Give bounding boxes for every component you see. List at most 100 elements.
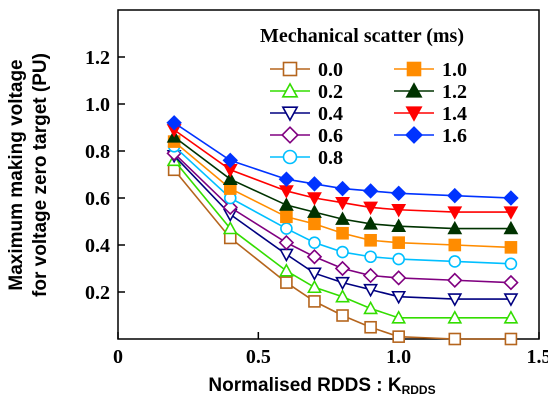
x-tick-label: 0 [113,346,123,368]
x-tick-label: 1.5 [527,346,548,368]
data-point [391,204,407,218]
data-point [503,310,519,324]
x-axis-title-subscript: RDDS [402,383,436,397]
data-point [334,180,351,197]
data-point [503,293,519,307]
data-point [308,295,321,308]
data-point [335,196,350,211]
legend-label: 1.2 [442,81,467,103]
data-point [307,267,322,281]
series-0.0 [167,163,518,346]
legend-marker [405,126,423,144]
x-axis-title-main: Normalised RDDS : K [208,375,401,396]
data-point [503,206,519,220]
x-axis-title: Normalised RDDS : KRDDS [208,375,435,397]
data-point [503,190,519,206]
data-point [307,279,322,294]
data-point [363,201,379,216]
legend-marker [281,106,299,122]
data-point [392,330,405,343]
y-tick-label: 0.4 [85,235,110,257]
data-point [447,220,463,235]
data-point [362,267,379,284]
data-point [222,171,238,185]
y-tick-label: 1.2 [85,47,110,69]
legend-marker [405,82,423,98]
legend-entry-1.6: 1.6 [394,125,467,147]
data-point [447,310,463,324]
legend-label: 1.6 [442,125,467,147]
data-point [504,332,518,346]
legend-entry-0.6: 0.6 [270,125,343,147]
data-point [447,187,463,204]
data-point [336,309,349,322]
data-point [362,183,379,199]
y-tick-label: 0.2 [85,282,110,304]
data-point [166,115,182,131]
data-point [363,216,379,230]
legend-label: 0.0 [318,59,343,81]
data-point [447,293,463,307]
data-point [448,238,462,252]
data-point [363,283,379,298]
y-axis-title-line1: Maximum making voltage [6,59,27,290]
data-point [364,320,377,334]
data-point [222,199,238,216]
data-point [364,234,377,247]
legend-entry-0.4: 0.4 [270,103,343,125]
y-tick-label: 1.0 [85,94,110,116]
data-point [448,332,462,346]
legend-title: Mechanical scatter (ms) [260,25,464,47]
legend: Mechanical scatter (ms) 0.00.20.40.60.8 1… [260,25,467,169]
data-point [392,252,405,266]
legend-marker [405,106,423,122]
data-point [391,218,407,232]
legend-marker [282,61,298,77]
data-point [278,248,294,263]
data-point [335,276,350,291]
y-tick-label: 0.6 [85,188,110,210]
data-point [334,260,351,277]
legend-entry-0.2: 0.2 [270,81,343,103]
data-point [364,250,377,264]
legend-label: 0.6 [318,125,343,147]
x-tick-label: 1.0 [386,346,411,368]
legend-label: 1.0 [442,59,467,81]
data-point [336,226,349,240]
x-tick-label: 0.5 [246,346,271,368]
legend-entry-1.2: 1.2 [394,81,467,103]
data-point [390,270,407,286]
data-point [278,234,295,251]
legend-marker [282,149,298,165]
series-1.0 [167,135,518,254]
legend-label: 1.4 [442,103,467,125]
data-point [503,220,519,235]
data-point [307,204,322,218]
data-point [280,222,293,235]
data-point [363,300,379,315]
data-point [280,276,293,289]
data-point [308,236,321,249]
legend-label: 0.2 [318,81,343,103]
legend-entry-1.0: 1.0 [394,59,467,81]
data-point [391,290,407,305]
data-point [504,241,518,254]
data-point [504,257,518,271]
data-point [335,288,350,303]
data-point [392,236,405,249]
legend-entry-1.4: 1.4 [394,103,467,125]
data-point [307,192,322,206]
series-1.6 [166,115,519,206]
legend-marker [406,61,422,77]
data-point [222,152,238,169]
data-point [308,217,321,231]
data-point [280,210,293,224]
y-axis-title-line2: for voltage zero target (PU) [30,53,51,297]
data-point [336,245,349,259]
legend-label: 0.8 [318,147,343,169]
data-point [335,211,350,225]
data-point [278,171,295,187]
plot-area-frame [117,9,540,340]
legend-entry-0.8: 0.8 [270,147,343,169]
